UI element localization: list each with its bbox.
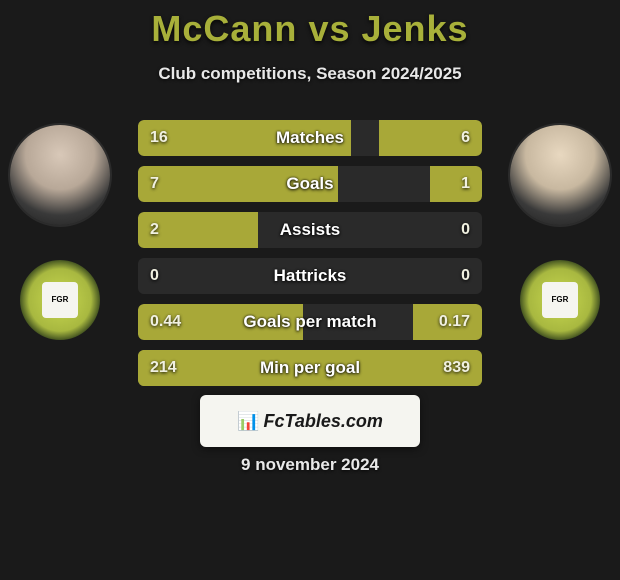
stat-value-left: 16 (150, 129, 168, 147)
chart-icon: 📊 (237, 411, 259, 432)
player2-name: Jenks (362, 8, 469, 49)
stat-label: Hattricks (274, 266, 347, 286)
stat-row: 214 Min per goal 839 (138, 350, 482, 386)
stat-label: Min per goal (260, 358, 360, 378)
source-badge: 📊 FcTables.com (200, 395, 420, 447)
stat-fill-right (430, 166, 482, 202)
stat-value-right: 839 (443, 359, 470, 377)
stat-value-left: 0 (150, 267, 159, 285)
stat-value-right: 6 (461, 129, 470, 147)
stat-row: 16 Matches 6 (138, 120, 482, 156)
stat-value-left: 7 (150, 175, 159, 193)
vs-label: vs (308, 8, 350, 49)
stat-row: 0.44 Goals per match 0.17 (138, 304, 482, 340)
stat-value-right: 1 (461, 175, 470, 193)
player-right-avatar (510, 125, 610, 225)
stat-value-left: 2 (150, 221, 159, 239)
stat-row: 2 Assists 0 (138, 212, 482, 248)
stat-value-left: 214 (150, 359, 177, 377)
stat-value-right: 0 (461, 267, 470, 285)
club-right-logo: FGR (520, 260, 600, 340)
club-right-badge-text: FGR (542, 282, 578, 318)
stat-row: 7 Goals 1 (138, 166, 482, 202)
footer-date: 9 november 2024 (0, 455, 620, 475)
club-left-logo: FGR (20, 260, 100, 340)
subtitle: Club competitions, Season 2024/2025 (0, 64, 620, 84)
club-left-badge-text: FGR (42, 282, 78, 318)
stat-label: Goals (286, 174, 333, 194)
stat-label: Matches (276, 128, 344, 148)
stat-label: Assists (280, 220, 340, 240)
player-left-avatar (10, 125, 110, 225)
comparison-title: McCann vs Jenks (0, 0, 620, 50)
comparison-stats: 16 Matches 6 7 Goals 1 2 Assists 0 0 Hattricks 0 0.4… (138, 120, 482, 396)
stat-value-right: 0.17 (439, 313, 470, 331)
stat-value-left: 0.44 (150, 313, 181, 331)
player1-name: McCann (151, 8, 297, 49)
stat-label: Goals per match (243, 312, 376, 332)
source-label: FcTables.com (264, 411, 383, 432)
stat-value-right: 0 (461, 221, 470, 239)
stat-row: 0 Hattricks 0 (138, 258, 482, 294)
